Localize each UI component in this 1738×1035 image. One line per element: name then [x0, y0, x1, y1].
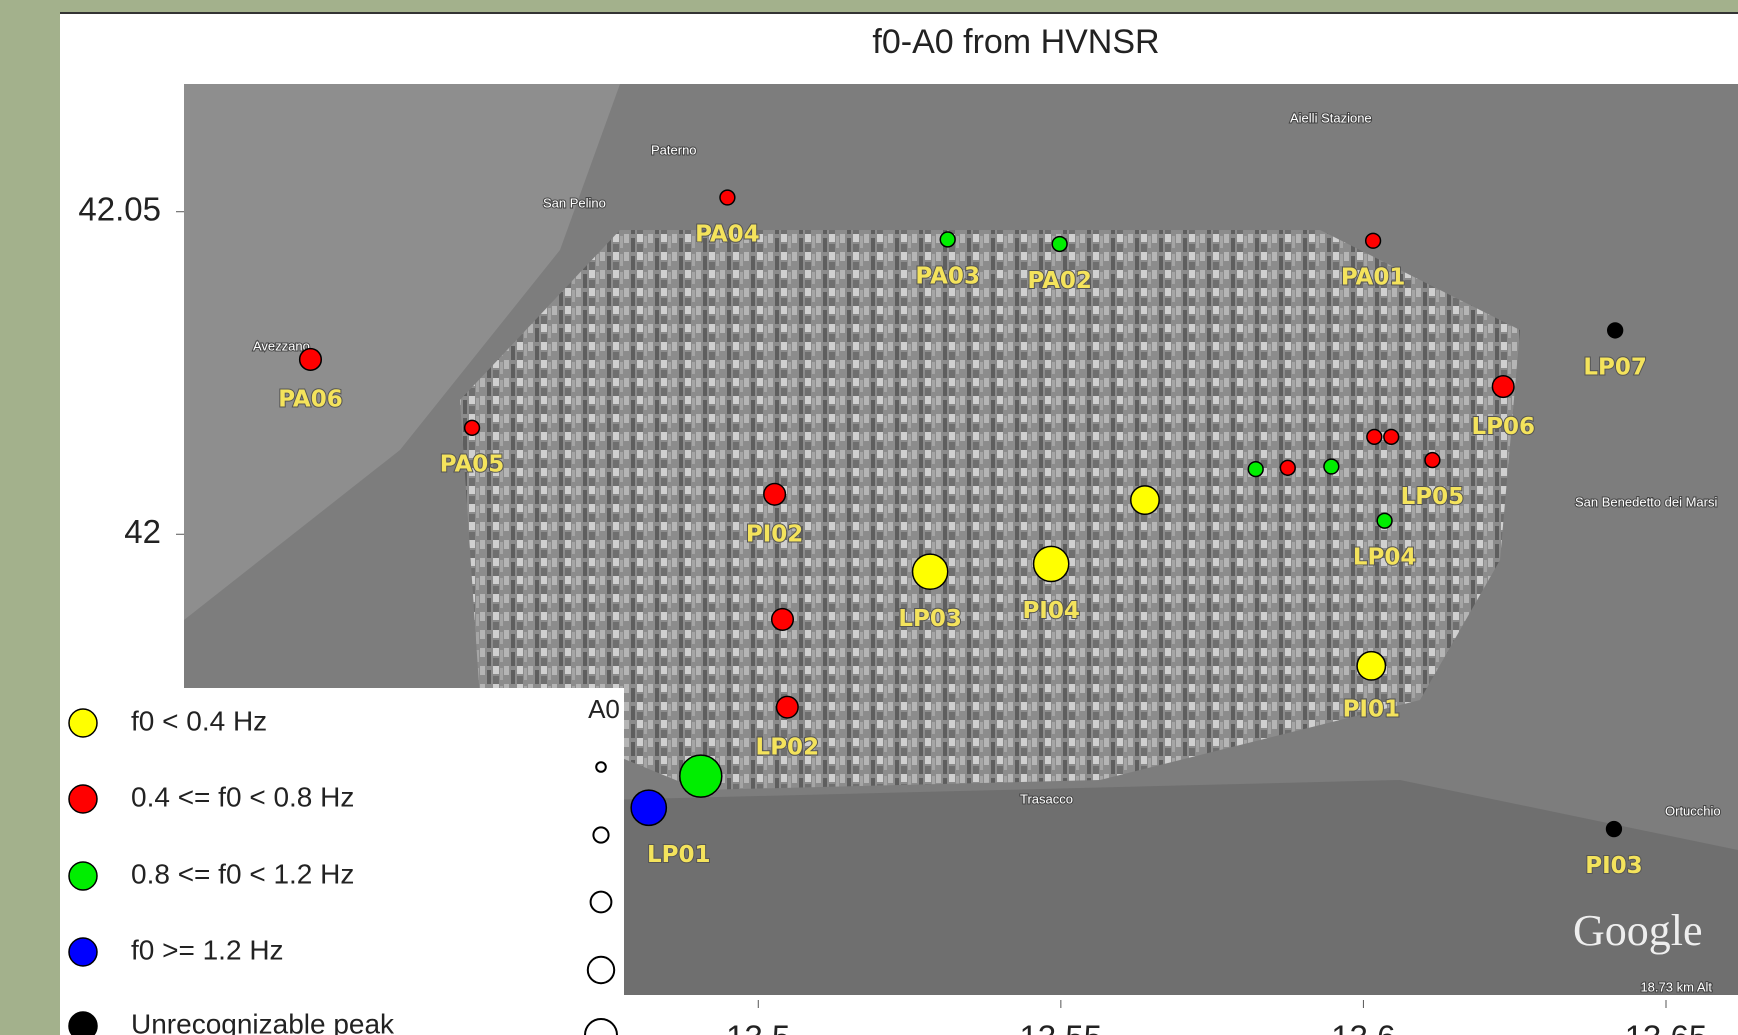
- station-label: LP06: [1471, 414, 1535, 440]
- station-label: PI03: [1585, 853, 1642, 879]
- x-tick-label: 13.55: [1020, 1019, 1103, 1035]
- legend: f0 < 0.4 Hz 0.4 <= f0 < 0.8 Hz 0.8 <= f0 <…: [60, 688, 624, 1035]
- station-point: [1034, 546, 1069, 581]
- station-point: [1384, 429, 1399, 444]
- station-label: PA04: [695, 221, 760, 247]
- map-label: Paterno: [651, 142, 697, 157]
- station-label: LP03: [898, 606, 962, 632]
- x-tick-label: 13.6: [1331, 1019, 1395, 1035]
- station-label: LP04: [1353, 545, 1417, 571]
- station-point: [1492, 376, 1514, 398]
- station-point: [1377, 513, 1392, 528]
- legend-label: 0.4 <= f0 < 0.8 Hz: [131, 781, 354, 812]
- chart-title: f0-A0 from HVNSR: [872, 23, 1159, 61]
- map-logo: Google: [1573, 906, 1703, 955]
- station-point: [777, 696, 799, 718]
- station-label: PI02: [746, 522, 803, 548]
- station-point: [1248, 462, 1263, 477]
- station-point: [300, 349, 322, 371]
- station-point: [913, 554, 948, 589]
- station-point: [1607, 822, 1622, 837]
- station-point: [1324, 459, 1339, 474]
- station-label: PI01: [1343, 697, 1400, 723]
- map-label: Avezzano: [253, 338, 310, 353]
- station-point: [1608, 323, 1623, 338]
- station-label: LP01: [647, 842, 711, 868]
- map-label: Ortucchio: [1665, 803, 1721, 818]
- station-label: LP02: [756, 734, 820, 760]
- station-point: [764, 483, 786, 505]
- legend-marker: [69, 709, 97, 737]
- y-tick-label: 42.05: [78, 190, 161, 227]
- legend-marker: [69, 862, 97, 890]
- legend-label: 0.8 <= f0 < 1.2 Hz: [131, 858, 354, 889]
- legend-marker: [69, 785, 97, 813]
- station-label: PA05: [440, 452, 505, 478]
- legend-label: Unrecognizable peak: [131, 1008, 395, 1035]
- x-tick-label: 13.5: [726, 1019, 790, 1035]
- station-point: [631, 790, 666, 825]
- station-point: [720, 190, 735, 205]
- station-point: [1131, 486, 1159, 514]
- station-point: [1280, 460, 1295, 475]
- legend-label: f0 < 0.4 Hz: [131, 705, 267, 736]
- station-point: [465, 420, 480, 435]
- station-label: PA06: [278, 387, 343, 413]
- map-label: San Benedetto dei Marsi: [1575, 494, 1717, 509]
- map-label: Trasacco: [1020, 791, 1073, 806]
- station-point: [1367, 429, 1382, 444]
- station-point: [1052, 237, 1067, 252]
- station-label: LP07: [1583, 354, 1647, 380]
- map-altitude: 18.73 km Alt: [1640, 979, 1712, 994]
- station-label: PA01: [1341, 265, 1406, 291]
- legend-label: f0 >= 1.2 Hz: [131, 934, 284, 965]
- station-label: LP05: [1401, 484, 1465, 510]
- station-point: [772, 609, 794, 631]
- station-point: [1366, 233, 1381, 248]
- legend-marker: [69, 1012, 97, 1035]
- legend-marker: [69, 938, 97, 966]
- station-point: [1357, 652, 1385, 680]
- map-label: Aielli Stazione: [1290, 110, 1372, 125]
- station-label: PA03: [915, 263, 980, 289]
- station-point: [1425, 453, 1440, 468]
- x-tick-label: 13.65: [1625, 1019, 1708, 1035]
- station-point: [680, 755, 722, 797]
- station-point: [940, 232, 955, 247]
- station-label: PI04: [1022, 598, 1079, 624]
- chart: f0-A0 from HVNSR Aielli Stazione Paterno S…: [0, 0, 1738, 1035]
- map-label: San Pelino: [543, 195, 606, 210]
- y-tick-label: 42: [124, 513, 161, 550]
- a0-legend-title: A0: [588, 694, 620, 724]
- station-label: PA02: [1027, 268, 1092, 294]
